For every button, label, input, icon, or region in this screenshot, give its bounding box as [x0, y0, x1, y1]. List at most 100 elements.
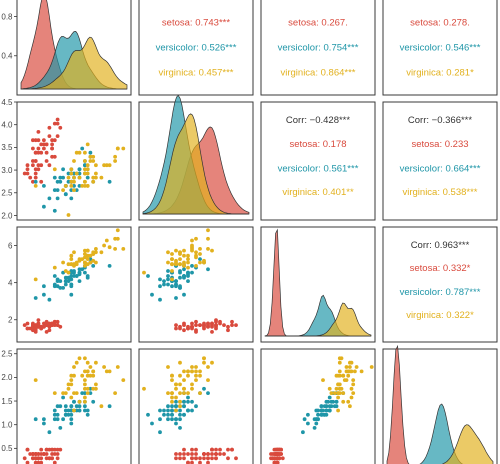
corr-versicolor-label: versicolor: 0.787***	[400, 287, 481, 298]
point-virginica	[194, 264, 198, 268]
point-versicolor	[69, 408, 74, 413]
point-versicolor	[69, 274, 74, 278]
scatter-panel-r3-c2	[269, 356, 374, 464]
point-virginica	[69, 378, 74, 382]
point-versicolor	[33, 296, 38, 300]
point-virginica	[206, 247, 210, 251]
point-setosa	[194, 447, 198, 452]
point-virginica	[113, 247, 117, 251]
point-versicolor	[170, 408, 174, 413]
point-virginica	[190, 386, 194, 391]
point-virginica	[80, 373, 85, 378]
point-setosa	[190, 321, 194, 326]
point-virginica	[72, 179, 76, 184]
point-setosa	[39, 324, 44, 329]
point-virginica	[334, 386, 339, 391]
point-setosa	[36, 138, 41, 143]
point-versicolor	[80, 391, 85, 395]
point-versicolor	[166, 408, 170, 413]
point-virginica	[351, 391, 356, 395]
point-virginica	[83, 159, 87, 163]
point-setosa	[190, 324, 194, 329]
point-versicolor	[174, 282, 178, 287]
point-virginica	[88, 159, 93, 163]
point-setosa	[226, 456, 230, 461]
point-versicolor	[146, 412, 150, 417]
point-virginica	[69, 262, 74, 267]
corr-overall-label: Corr: −0.428***	[286, 115, 350, 126]
point-versicolor	[77, 184, 82, 188]
point-versicolor	[334, 399, 339, 404]
panel-frame-r0-c1	[138, 0, 254, 96]
point-virginica	[83, 167, 87, 172]
point-setosa	[44, 323, 49, 327]
point-versicolor	[306, 412, 310, 417]
point-virginica	[69, 179, 74, 184]
point-virginica	[52, 391, 57, 395]
point-virginica	[206, 228, 210, 233]
point-versicolor	[319, 412, 324, 417]
point-virginica	[85, 360, 90, 365]
point-versicolor	[52, 284, 57, 289]
point-setosa	[186, 326, 190, 331]
panel-frame-r2-c3	[382, 226, 498, 343]
point-setosa	[47, 125, 52, 130]
point-versicolor	[83, 270, 87, 275]
point-setosa	[210, 452, 214, 456]
point-virginica	[85, 163, 90, 168]
point-virginica	[332, 391, 337, 395]
point-versicolor	[33, 179, 38, 184]
point-virginica	[94, 360, 98, 365]
point-virginica	[83, 150, 87, 155]
point-virginica	[206, 236, 210, 241]
point-virginica	[94, 250, 98, 255]
point-virginica	[344, 365, 349, 369]
point-setosa	[210, 323, 214, 327]
point-virginica	[369, 365, 374, 369]
point-setosa	[275, 452, 280, 456]
point-virginica	[174, 258, 178, 263]
point-virginica	[69, 382, 74, 387]
point-versicolor	[52, 175, 57, 180]
point-versicolor	[182, 399, 186, 404]
point-versicolor	[42, 284, 46, 289]
point-setosa	[31, 456, 35, 461]
point-setosa	[36, 460, 41, 464]
point-virginica	[321, 378, 325, 382]
point-virginica	[113, 391, 117, 395]
density-panel-petal-length	[264, 228, 372, 337]
point-virginica	[52, 167, 57, 172]
point-versicolor	[166, 412, 170, 417]
point-virginica	[66, 382, 71, 387]
point-setosa	[277, 456, 282, 461]
point-versicolor	[88, 386, 93, 391]
point-setosa	[55, 134, 60, 139]
point-versicolor	[319, 408, 324, 413]
point-versicolor	[77, 171, 82, 176]
point-virginica	[359, 369, 364, 374]
point-versicolor	[174, 404, 178, 409]
corr-panel-r1c3: Corr: −0.366*** setosa: 0.233 versicolor: …	[400, 115, 481, 198]
point-setosa	[52, 154, 57, 159]
point-virginica	[198, 373, 202, 378]
point-versicolor	[52, 188, 57, 193]
point-setosa	[58, 125, 63, 130]
point-versicolor	[61, 167, 65, 172]
point-versicolor	[69, 277, 74, 282]
point-setosa	[25, 167, 30, 172]
point-setosa	[214, 319, 218, 324]
point-versicolor	[63, 282, 68, 287]
point-virginica	[178, 382, 182, 387]
point-versicolor	[83, 408, 87, 413]
point-versicolor	[186, 408, 190, 413]
point-virginica	[69, 253, 74, 258]
point-virginica	[142, 386, 146, 391]
point-virginica	[33, 184, 38, 188]
point-setosa	[33, 167, 38, 172]
point-virginica	[210, 360, 214, 365]
point-virginica	[170, 262, 174, 267]
point-versicolor	[170, 412, 174, 417]
point-versicolor	[58, 179, 63, 184]
point-versicolor	[83, 404, 87, 409]
